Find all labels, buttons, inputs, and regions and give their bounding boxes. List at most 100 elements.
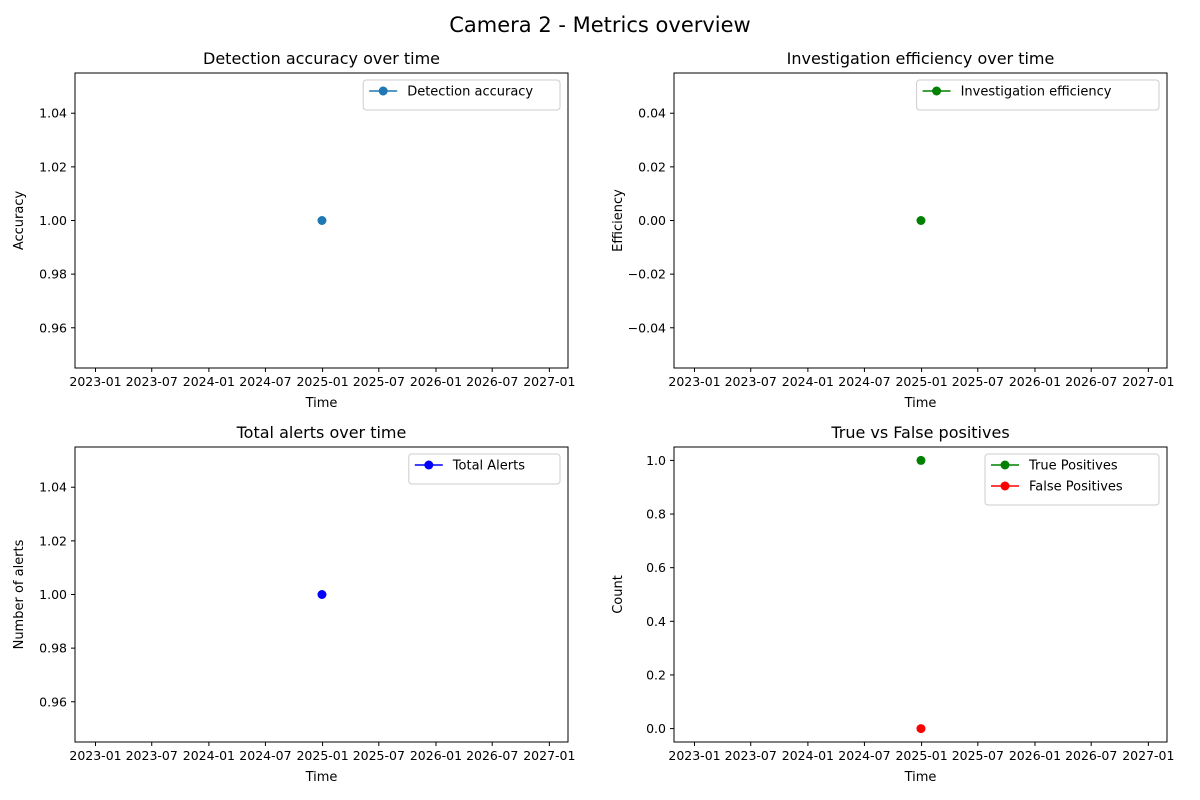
x-tick-label: 2027-01	[1122, 748, 1174, 763]
x-tick-label: 2025-01	[895, 748, 947, 763]
legend-marker	[1000, 481, 1010, 491]
y-tick-label: −0.04	[628, 320, 666, 335]
legend-marker	[932, 86, 942, 96]
x-axis-label: Time	[904, 396, 937, 411]
subplot-title: Investigation efficiency over time	[787, 49, 1055, 68]
x-tick-label: 2023-01	[69, 748, 121, 763]
data-point	[916, 724, 926, 734]
y-tick-label: 1.02	[39, 533, 67, 548]
y-tick-label: 1.00	[39, 213, 67, 228]
x-tick-label: 2023-07	[725, 748, 777, 763]
subplot-title: Total alerts over time	[236, 423, 407, 442]
y-tick-label: 0.8	[646, 507, 666, 522]
legend-marker	[424, 460, 434, 470]
subplot-1: Detection accuracy over time Time Accuracy…	[12, 49, 575, 411]
figure-suptitle: Camera 2 - Metrics overview	[449, 13, 750, 37]
x-tick-label: 2027-01	[1122, 374, 1174, 389]
legend-box	[916, 79, 1160, 111]
y-tick-label: 1.00	[39, 587, 67, 602]
legend-label: True Positives	[1028, 459, 1118, 474]
subplot-2: Investigation efficiency over time Time Ef…	[611, 49, 1174, 411]
subplot-grid: Detection accuracy over time Time Accuracy…	[12, 49, 1174, 785]
x-tick-label: 2024-01	[183, 748, 235, 763]
y-tick-label: 1.04	[39, 480, 67, 495]
x-tick-label: 2023-01	[69, 374, 121, 389]
x-tick-label: 2026-07	[466, 748, 518, 763]
legend: True Positives False Positives	[984, 453, 1160, 506]
y-tick-label: 0.4	[646, 614, 666, 629]
x-tick-label: 2024-01	[782, 374, 834, 389]
subplot-4: True vs False positives Time Count 2023-01 2…	[611, 423, 1174, 785]
x-tick-label: 2024-07	[239, 374, 291, 389]
x-axis-label: Time	[305, 396, 338, 411]
x-tick-label: 2023-07	[126, 748, 178, 763]
legend: Investigation efficiency	[916, 79, 1160, 111]
x-tick-label: 2023-01	[668, 748, 720, 763]
legend: Total Alerts	[408, 453, 561, 485]
x-tick-label: 2024-01	[183, 374, 235, 389]
x-tick-label: 2025-07	[353, 374, 405, 389]
x-tick-label: 2026-01	[410, 374, 462, 389]
subplot-3: Total alerts over time Time Number of aler…	[12, 423, 575, 785]
y-tick-label: 0.00	[638, 213, 666, 228]
y-tick-label: 0.96	[39, 694, 67, 709]
y-tick-label: 0.6	[646, 560, 666, 575]
y-axis-label: Efficiency	[611, 189, 626, 252]
subplot-title: Detection accuracy over time	[203, 49, 440, 68]
x-tick-label: 2027-01	[523, 374, 575, 389]
x-tick-label: 2026-01	[1009, 748, 1061, 763]
x-tick-label: 2024-01	[782, 748, 834, 763]
subplot-title: True vs False positives	[830, 423, 1009, 442]
x-tick-label: 2025-07	[353, 748, 405, 763]
y-tick-label: 0.0	[646, 721, 666, 736]
y-tick-label: 1.0	[646, 453, 666, 468]
x-axis-label: Time	[904, 770, 937, 785]
y-tick-label: −0.02	[628, 267, 666, 282]
x-tick-label: 2023-01	[668, 374, 720, 389]
legend-label: Total Alerts	[452, 459, 525, 474]
y-tick-label: 1.04	[39, 106, 67, 121]
x-tick-label: 2026-07	[466, 374, 518, 389]
x-tick-label: 2026-01	[410, 748, 462, 763]
legend-label: Investigation efficiency	[961, 85, 1112, 100]
data-point	[317, 216, 327, 225]
y-tick-label: 0.98	[39, 267, 67, 282]
x-tick-label: 2025-01	[296, 374, 348, 389]
x-axis-label: Time	[305, 770, 338, 785]
y-tick-label: 0.04	[638, 106, 666, 121]
x-tick-label: 2027-01	[523, 748, 575, 763]
x-tick-label: 2025-01	[296, 748, 348, 763]
legend-marker	[378, 86, 388, 96]
y-tick-label: 0.02	[638, 159, 666, 174]
x-tick-label: 2024-07	[239, 748, 291, 763]
y-tick-label: 0.96	[39, 320, 67, 335]
x-tick-label: 2024-07	[838, 374, 890, 389]
y-axis-label: Count	[611, 575, 626, 614]
x-tick-label: 2023-07	[126, 374, 178, 389]
y-tick-label: 0.98	[39, 641, 67, 656]
legend-label: False Positives	[1029, 480, 1123, 495]
legend-box	[408, 453, 561, 485]
y-tick-label: 1.02	[39, 159, 67, 174]
legend-box	[984, 453, 1160, 506]
x-tick-label: 2026-07	[1065, 748, 1117, 763]
legend: Detection accuracy	[362, 79, 561, 111]
x-tick-label: 2026-01	[1009, 374, 1061, 389]
x-tick-label: 2024-07	[838, 748, 890, 763]
x-tick-label: 2025-07	[952, 374, 1004, 389]
y-axis-label: Number of alerts	[12, 539, 27, 649]
x-tick-label: 2025-07	[952, 748, 1004, 763]
data-point	[916, 455, 926, 465]
axes-frame	[673, 446, 1168, 743]
legend-box	[362, 79, 561, 111]
data-point	[317, 590, 327, 599]
legend-marker	[1000, 460, 1010, 470]
data-point	[916, 216, 926, 225]
y-axis-label: Accuracy	[12, 191, 27, 251]
x-tick-label: 2026-07	[1065, 374, 1117, 389]
legend-label: Detection accuracy	[407, 85, 533, 100]
x-tick-label: 2023-07	[725, 374, 777, 389]
y-tick-label: 0.2	[646, 667, 666, 682]
